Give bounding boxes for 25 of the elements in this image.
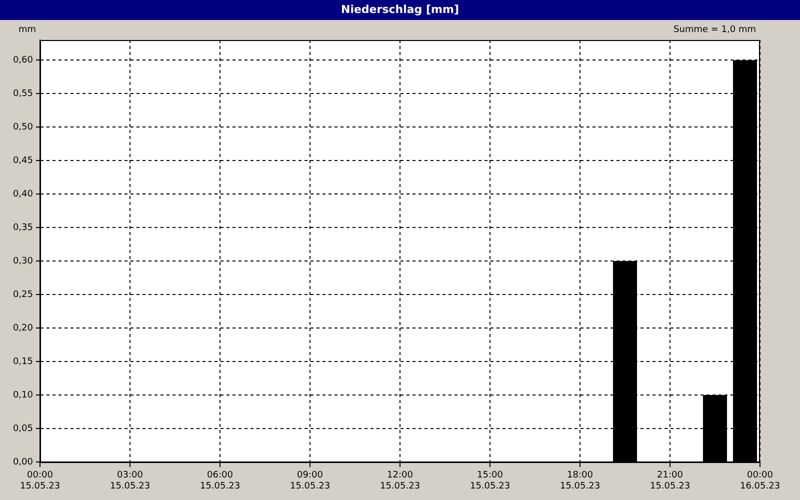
y-tick-label: 0,05	[12, 424, 33, 434]
x-tick-label: 09:00 15.05.23	[290, 470, 330, 492]
y-tick-label: 0,00	[12, 457, 34, 468]
x-tick-label: 00:00 15.05.23	[20, 470, 60, 492]
y-tick-label: 0,40	[12, 189, 34, 200]
x-tick-label: 03:00 15.05.23	[110, 470, 150, 492]
text: Summe = 1,0 mm	[674, 24, 756, 35]
y-tick-label: 0,45	[12, 156, 33, 166]
y-tick-label: 0,25	[12, 290, 33, 300]
y-tick-label: 0,20	[12, 323, 34, 334]
x-tick-label: 21:00 15.05.23	[650, 470, 690, 492]
x-tick-label: 18:00 15.05.23	[560, 470, 600, 492]
x-tick-label: 06:00 15.05.23	[200, 470, 240, 492]
x-tick-label: 15:00 15.05.23	[470, 470, 510, 492]
x-tick-label: 12:00 15.05.23	[380, 470, 420, 492]
y-tick-label: 0,50	[12, 122, 34, 132]
y-axis-title: mm	[18, 24, 36, 35]
y-tick-label: 0,15	[12, 356, 33, 367]
x-tick-label: 00:00 16.05.23	[740, 470, 780, 492]
y-tick-label: 0,10	[12, 390, 34, 400]
y-tick-label: 0,60	[12, 55, 34, 66]
y-tick-label: 0,55	[12, 88, 33, 99]
y-tick-label: 0,30	[12, 256, 34, 266]
chart-title: Niederschlag [mm]	[0, 0, 800, 20]
y-tick-label: 0,35	[12, 222, 33, 233]
